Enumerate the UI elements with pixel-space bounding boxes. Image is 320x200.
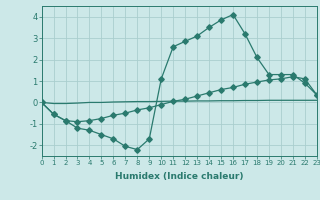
X-axis label: Humidex (Indice chaleur): Humidex (Indice chaleur) (115, 172, 244, 181)
